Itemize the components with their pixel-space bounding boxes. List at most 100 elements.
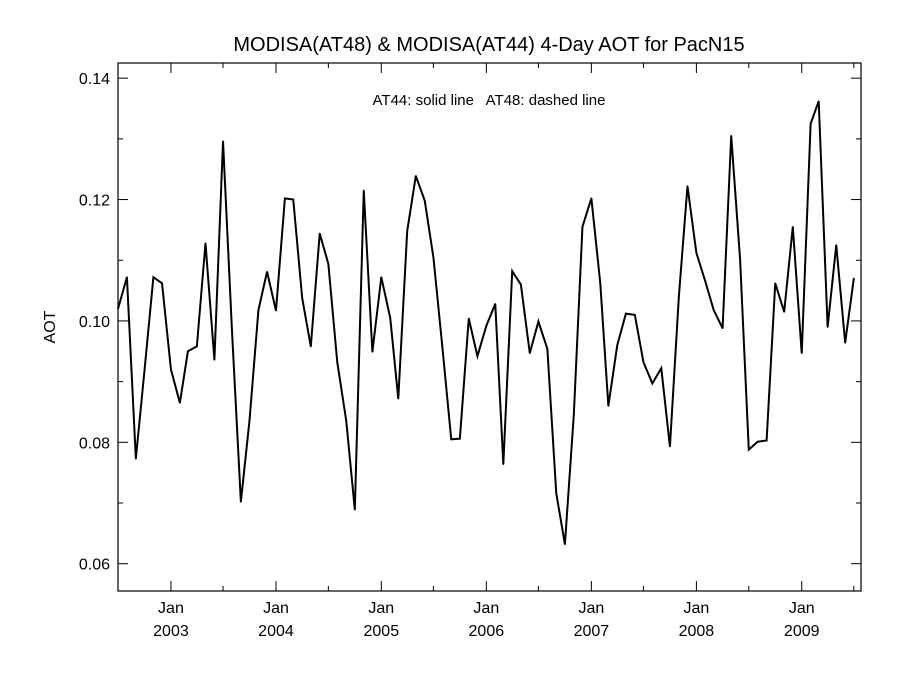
data-point (537, 320, 540, 323)
x-tick-label-year: 2004 (258, 623, 294, 640)
y-axis-label: AOT (42, 310, 59, 343)
data-point (599, 282, 602, 285)
x-tick-label-year: 2007 (574, 623, 610, 640)
data-point (765, 439, 768, 442)
data-point (327, 263, 330, 265)
data-point (678, 295, 680, 298)
data-point (204, 242, 207, 245)
series-line-at44 (117, 100, 855, 545)
data-point (231, 329, 233, 331)
data-point (564, 543, 566, 546)
data-point (730, 135, 733, 137)
data-point (651, 382, 654, 385)
data-point (607, 405, 610, 407)
data-point (695, 252, 698, 254)
data-point (494, 303, 497, 305)
data-point (318, 232, 321, 235)
data-point (747, 448, 750, 451)
data-point (546, 348, 549, 350)
data-point (669, 445, 671, 448)
data-point (117, 307, 119, 310)
x-tick-label-month: Jan (789, 600, 815, 617)
data-point (826, 326, 829, 328)
x-tick-label-month: Jan (684, 600, 710, 617)
x-tick-label-month: Jan (473, 600, 499, 617)
data-point (800, 352, 803, 354)
legend-annotation: AT44: solid line AT48: dashed line (373, 92, 606, 109)
data-point (126, 276, 128, 279)
x-tick-label-year: 2006 (469, 623, 505, 640)
data-point (213, 358, 216, 361)
x-tick-label-month: Jan (158, 600, 184, 617)
data-point (581, 226, 584, 228)
data-point (476, 355, 479, 357)
x-tick-label-year: 2009 (784, 623, 820, 640)
data-point (721, 327, 724, 330)
data-point (196, 345, 198, 348)
x-tick-label-month: Jan (263, 600, 289, 617)
data-point (301, 297, 303, 299)
data-point (634, 314, 636, 316)
data-point (284, 197, 286, 200)
y-tick-label: 0.14 (79, 71, 110, 88)
data-point (143, 369, 146, 372)
data-point (853, 277, 855, 280)
data-point (792, 226, 794, 228)
data-point (406, 230, 409, 232)
data-point (739, 259, 741, 262)
data-point (362, 189, 365, 192)
data-point (809, 122, 812, 125)
data-point (616, 344, 619, 347)
x-tick-label-year: 2003 (153, 623, 189, 640)
series-layer (117, 100, 855, 546)
chart-title: MODISA(AT48) & MODISA(AT44) 4-Day AOT fo… (233, 34, 744, 56)
y-tick-label: 0.10 (79, 314, 110, 331)
data-point (528, 352, 531, 354)
data-point (835, 244, 838, 246)
data-point (380, 276, 383, 279)
data-point (161, 282, 163, 285)
data-point (266, 270, 268, 273)
data-point (712, 309, 715, 311)
data-point (222, 140, 224, 143)
plot-frame (117, 62, 862, 592)
data-point (257, 309, 260, 311)
y-tick-label: 0.08 (79, 435, 110, 452)
x-tick-label-year: 2005 (364, 623, 400, 640)
data-point (642, 361, 645, 364)
data-point (774, 282, 777, 285)
data-point (275, 309, 277, 312)
data-point (441, 345, 444, 348)
data-point (354, 508, 356, 511)
data-point (817, 100, 820, 103)
data-point (844, 341, 846, 344)
data-point (704, 280, 707, 283)
data-point (345, 419, 347, 422)
data-point (555, 492, 558, 495)
data-point (520, 283, 522, 286)
data-point (179, 402, 181, 404)
data-point (310, 345, 312, 348)
data-point (135, 457, 137, 460)
data-point (240, 500, 242, 503)
data-point (152, 276, 155, 279)
data-point (450, 438, 453, 441)
axis-tick-labels: 0.06 0.08 0.10 0.12 0.14 Jan 2003 Jan 2004 Jan 200… (79, 71, 820, 640)
data-point (511, 270, 514, 272)
data-point (756, 440, 759, 443)
x-tick-label-month: Jan (368, 600, 394, 617)
data-point (187, 350, 189, 353)
data-point (292, 198, 295, 201)
data-point (248, 419, 251, 422)
data-point (389, 317, 392, 319)
data-point (371, 351, 374, 353)
x-tick-label-month: Jan (578, 600, 604, 617)
data-point (170, 368, 172, 371)
data-point (783, 311, 785, 313)
data-point (590, 197, 593, 200)
data-point (467, 317, 470, 320)
data-point (485, 324, 488, 327)
data-point (502, 463, 505, 465)
data-point (423, 199, 426, 202)
